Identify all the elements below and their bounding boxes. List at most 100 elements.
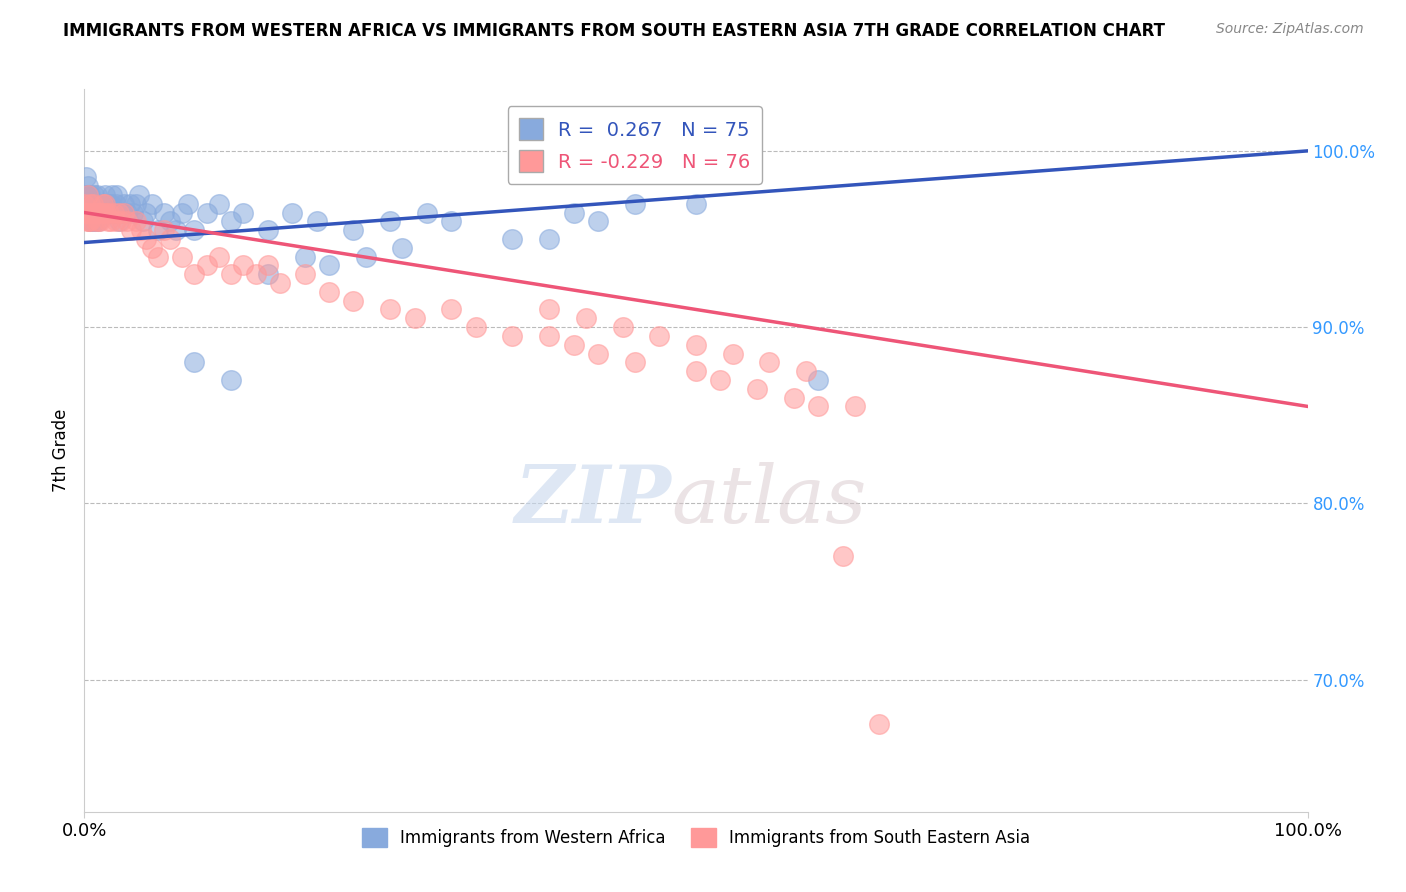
Point <box>404 311 426 326</box>
Point <box>219 373 242 387</box>
Point <box>794 364 817 378</box>
Point <box>783 391 806 405</box>
Point <box>86 196 108 211</box>
Point <box>115 205 138 219</box>
Point <box>440 214 463 228</box>
Point <box>118 196 141 211</box>
Point <box>84 214 107 228</box>
Point <box>105 214 128 228</box>
Point <box>77 196 100 211</box>
Point <box>87 214 110 228</box>
Point <box>869 716 891 731</box>
Point <box>709 373 731 387</box>
Point <box>281 205 304 219</box>
Point <box>86 205 108 219</box>
Point <box>747 382 769 396</box>
Point <box>464 320 486 334</box>
Point <box>77 205 100 219</box>
Point <box>93 205 115 219</box>
Point <box>141 196 163 211</box>
Point <box>294 267 316 281</box>
Point <box>96 205 118 219</box>
Point <box>94 188 117 202</box>
Point <box>80 214 103 228</box>
Point <box>107 214 129 228</box>
Text: Source: ZipAtlas.com: Source: ZipAtlas.com <box>1216 22 1364 37</box>
Point <box>89 214 111 228</box>
Point <box>416 205 439 219</box>
Point <box>232 259 254 273</box>
Point <box>342 223 364 237</box>
Point <box>183 223 205 237</box>
Point <box>76 214 98 228</box>
Point <box>82 205 104 219</box>
Point <box>318 259 340 273</box>
Point <box>89 205 111 219</box>
Point <box>575 311 598 326</box>
Point <box>86 188 108 202</box>
Point <box>97 205 120 219</box>
Point <box>101 188 124 202</box>
Point <box>97 196 120 211</box>
Point <box>612 320 634 334</box>
Point <box>79 214 101 228</box>
Point <box>103 205 125 219</box>
Point <box>110 214 132 228</box>
Point <box>73 196 96 211</box>
Point <box>105 188 128 202</box>
Point <box>87 205 110 219</box>
Point <box>77 214 100 228</box>
Text: IMMIGRANTS FROM WESTERN AFRICA VS IMMIGRANTS FROM SOUTH EASTERN ASIA 7TH GRADE C: IMMIGRANTS FROM WESTERN AFRICA VS IMMIGR… <box>63 22 1166 40</box>
Point <box>90 205 112 219</box>
Text: ZIP: ZIP <box>515 462 672 540</box>
Point <box>112 196 135 211</box>
Point <box>87 196 110 211</box>
Point <box>75 205 97 219</box>
Point <box>110 205 132 219</box>
Point <box>257 223 280 237</box>
Point <box>105 196 128 211</box>
Point <box>195 259 218 273</box>
Point <box>380 302 402 317</box>
Point <box>440 302 463 317</box>
Point <box>80 205 103 219</box>
Point <box>758 355 780 369</box>
Point <box>586 346 609 360</box>
Point <box>79 214 101 228</box>
Point <box>96 196 118 211</box>
Point <box>100 214 122 228</box>
Point <box>129 223 152 237</box>
Point <box>538 302 561 317</box>
Point <box>354 250 377 264</box>
Point <box>91 196 114 211</box>
Point <box>257 259 280 273</box>
Point <box>685 337 707 351</box>
Point <box>125 196 148 211</box>
Point <box>79 196 101 211</box>
Point <box>538 329 561 343</box>
Point <box>177 196 200 211</box>
Point <box>75 170 97 185</box>
Point <box>294 250 316 264</box>
Point <box>165 223 187 237</box>
Point <box>195 205 218 219</box>
Point <box>502 232 524 246</box>
Point <box>90 196 112 211</box>
Point <box>807 400 830 414</box>
Point <box>79 188 101 202</box>
Point <box>84 214 107 228</box>
Point <box>104 205 127 219</box>
Point <box>146 223 169 237</box>
Point <box>83 205 105 219</box>
Point <box>183 267 205 281</box>
Point <box>183 355 205 369</box>
Point <box>844 400 866 414</box>
Point <box>107 205 129 219</box>
Point <box>91 205 114 219</box>
Point <box>831 549 853 564</box>
Point <box>624 355 647 369</box>
Point <box>232 205 254 219</box>
Point <box>73 188 96 202</box>
Point <box>141 241 163 255</box>
Point <box>73 205 96 219</box>
